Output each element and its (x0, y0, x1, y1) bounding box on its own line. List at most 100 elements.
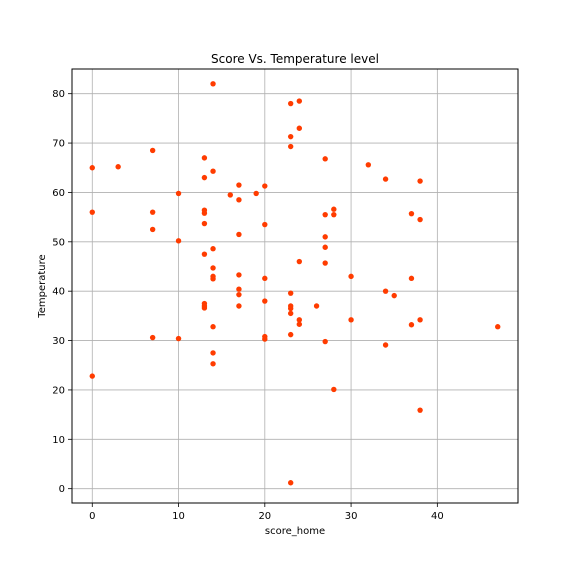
data-point (149, 334, 156, 341)
data-point (262, 221, 268, 228)
data-point (149, 147, 156, 154)
data-point (201, 210, 208, 216)
data-point (408, 210, 415, 217)
data-point (236, 291, 242, 298)
data-point (408, 275, 415, 282)
data-point (296, 98, 303, 104)
data-point (201, 174, 208, 181)
data-point (348, 317, 354, 323)
data-point (210, 168, 216, 174)
data-point (236, 303, 242, 309)
data-point (322, 338, 328, 345)
x-tick-label: 0 (89, 511, 95, 522)
y-tick-label: 0 (59, 484, 65, 495)
data-point (253, 190, 259, 197)
plot-frame (71, 68, 519, 504)
data-point (382, 176, 389, 182)
data-point (149, 209, 156, 215)
data-point (417, 178, 423, 184)
data-point (296, 321, 303, 327)
data-point (210, 246, 216, 252)
y-tick-label: 70 (52, 139, 65, 150)
data-point (382, 288, 389, 294)
data-point (201, 305, 208, 311)
data-point (322, 244, 328, 250)
data-point (89, 373, 95, 379)
data-point (313, 303, 320, 309)
data-point (236, 272, 242, 278)
y-tick-label: 80 (52, 89, 65, 100)
data-point (348, 273, 354, 280)
chart-title: Score Vs. Temperature level (211, 52, 379, 66)
data-point (149, 226, 156, 233)
y-tick-label: 10 (52, 435, 65, 446)
data-point (322, 234, 328, 240)
data-point (236, 197, 242, 203)
data-point (322, 211, 328, 218)
x-tick-label: 10 (172, 511, 185, 522)
data-point (408, 322, 415, 328)
data-point (201, 251, 208, 257)
data-point (236, 286, 242, 292)
data-point (227, 192, 233, 198)
grid (72, 69, 518, 503)
data-point (210, 324, 216, 330)
data-point (296, 258, 303, 265)
data-point (89, 209, 95, 215)
data-point (236, 231, 242, 238)
data-point (296, 125, 303, 131)
data-point (331, 211, 337, 218)
x-tick-label: 20 (258, 511, 271, 522)
data-point (322, 156, 328, 162)
data-point (391, 292, 397, 299)
data-point (175, 238, 182, 244)
data-point (287, 310, 294, 317)
data-point (210, 81, 216, 87)
data-point (287, 143, 294, 150)
data-point (89, 165, 95, 171)
y-axis-label: Temperature (37, 254, 48, 318)
data-point (210, 265, 216, 271)
data-point (262, 183, 268, 189)
data-point (287, 331, 294, 338)
data-point (287, 100, 294, 107)
x-axis-label: score_home (265, 526, 325, 537)
y-tick-label: 40 (52, 287, 65, 298)
data-point (175, 190, 182, 197)
data-points (89, 81, 501, 486)
data-point (262, 298, 268, 304)
ticks: 0 10 20 30 40 0 10 20 30 40 50 60 70 80 (52, 89, 443, 522)
data-point (115, 164, 121, 170)
data-point (331, 206, 337, 212)
data-point (236, 182, 242, 188)
data-point (417, 216, 423, 223)
data-point (365, 162, 372, 168)
data-point (296, 317, 303, 323)
x-tick-label: 30 (345, 511, 358, 522)
y-tick-label: 50 (52, 237, 65, 248)
data-point (382, 342, 389, 348)
y-tick-label: 30 (52, 336, 65, 347)
data-point (210, 276, 216, 282)
data-point (287, 480, 294, 486)
data-point (287, 290, 294, 296)
data-point (331, 386, 337, 393)
data-point (175, 335, 182, 342)
data-point (201, 155, 208, 161)
data-point (201, 220, 208, 227)
data-point (210, 361, 216, 367)
x-tick-label: 40 (431, 511, 444, 522)
data-point (417, 317, 423, 323)
data-point (287, 305, 294, 312)
data-point (417, 407, 423, 413)
data-point (287, 133, 294, 140)
data-point (262, 275, 268, 282)
data-point (495, 324, 501, 330)
y-tick-label: 20 (52, 385, 65, 396)
data-point (262, 336, 268, 342)
y-tick-label: 60 (52, 188, 65, 199)
data-point (210, 350, 216, 356)
data-point (322, 260, 328, 266)
